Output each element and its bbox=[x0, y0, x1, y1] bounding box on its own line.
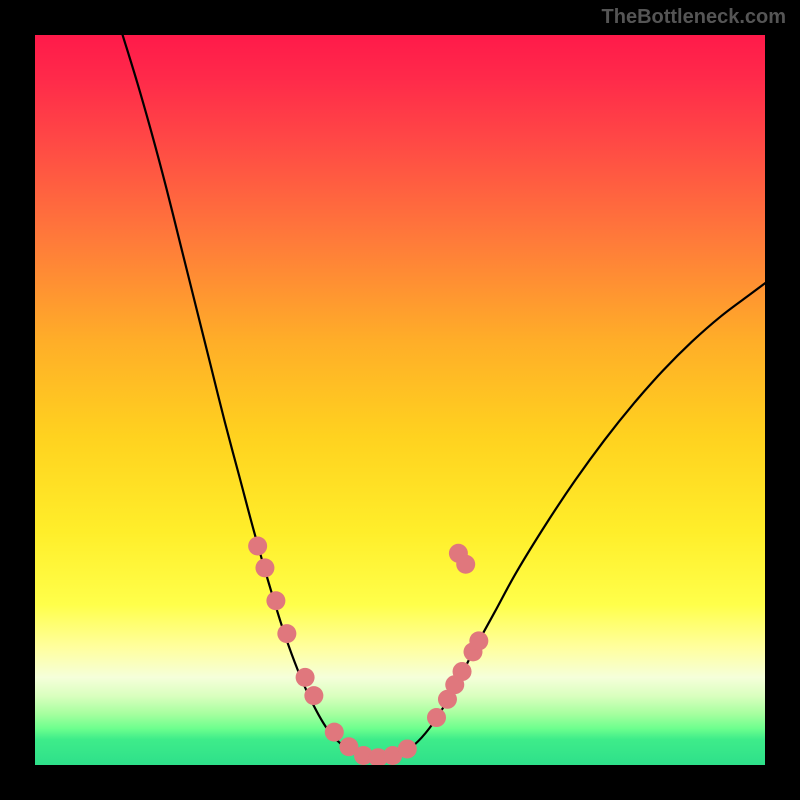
marker-dot bbox=[427, 708, 446, 727]
marker-dot bbox=[398, 739, 417, 758]
marker-dot bbox=[453, 662, 472, 681]
markers-group bbox=[248, 537, 488, 766]
marker-dot bbox=[469, 631, 488, 650]
marker-dot bbox=[325, 723, 344, 742]
plot-overlay-svg bbox=[35, 35, 765, 765]
curve-right bbox=[371, 283, 765, 758]
marker-dot bbox=[296, 668, 315, 687]
watermark-text: TheBottleneck.com bbox=[602, 6, 786, 29]
marker-dot bbox=[456, 555, 475, 574]
marker-dot bbox=[304, 686, 323, 705]
marker-dot bbox=[248, 537, 267, 556]
marker-dot bbox=[277, 624, 296, 643]
marker-dot bbox=[255, 558, 274, 577]
marker-dot bbox=[266, 591, 285, 610]
curve-left bbox=[123, 35, 371, 758]
plot-area bbox=[35, 35, 765, 765]
